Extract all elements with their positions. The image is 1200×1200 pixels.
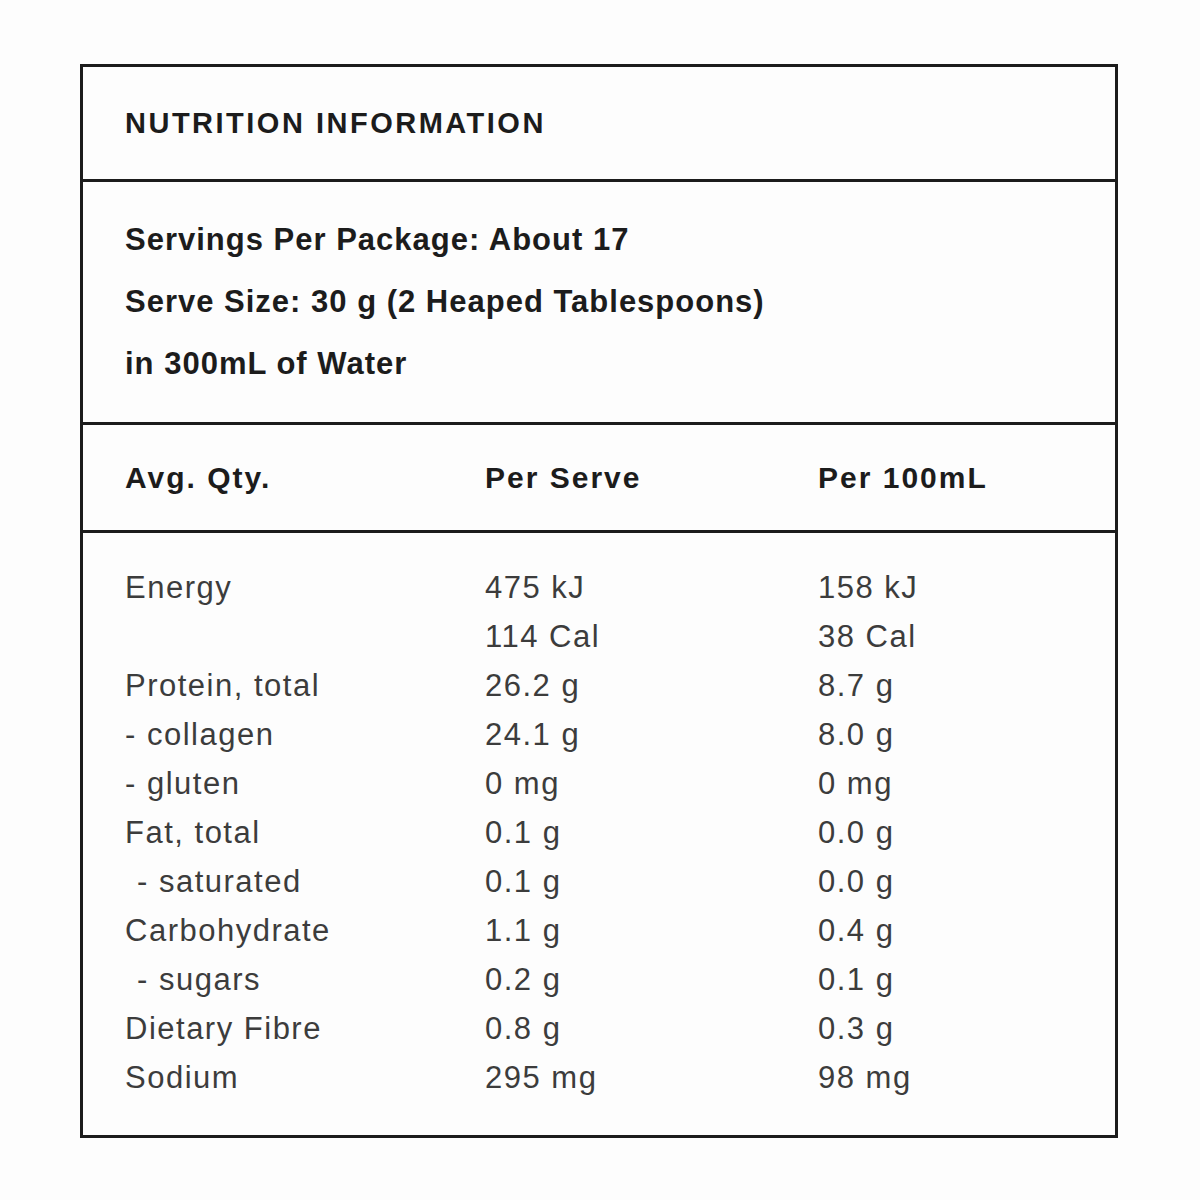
row-per-100ml-value: 0 mg bbox=[818, 766, 1115, 802]
table-header-row: Avg. Qty. Per Serve Per 100mL bbox=[83, 422, 1115, 530]
row-per-serve-value: 0.1 g bbox=[485, 864, 818, 900]
table-row: - gluten 0 mg 0 mg bbox=[83, 759, 1115, 808]
row-label: Carbohydrate bbox=[125, 913, 485, 949]
row-per-100ml-value: 158 kJ bbox=[818, 570, 1115, 606]
row-label: - collagen bbox=[125, 717, 485, 753]
row-label: - gluten bbox=[125, 766, 485, 802]
table-row: 114 Cal 38 Cal bbox=[83, 612, 1115, 661]
row-per-serve-value: 114 Cal bbox=[485, 619, 818, 655]
column-header-per-100ml: Per 100mL bbox=[818, 461, 1115, 495]
serve-size-water-line: in 300mL of Water bbox=[125, 333, 1115, 395]
nutrition-label: NUTRITION INFORMATION Servings Per Packa… bbox=[0, 0, 1200, 1200]
row-per-serve-value: 1.1 g bbox=[485, 913, 818, 949]
row-per-100ml-value: 0.4 g bbox=[818, 913, 1115, 949]
row-label: Fat, total bbox=[125, 815, 485, 851]
row-label: Sodium bbox=[125, 1060, 485, 1096]
serving-info-section: Servings Per Package: About 17 Serve Siz… bbox=[83, 179, 1115, 422]
row-per-100ml-value: 98 mg bbox=[818, 1060, 1115, 1096]
serve-size-line: Serve Size: 30 g (2 Heaped Tablespoons) bbox=[125, 271, 1115, 333]
title-section: NUTRITION INFORMATION bbox=[83, 67, 1115, 179]
row-per-serve-value: 0.2 g bbox=[485, 962, 818, 998]
servings-per-package-line: Servings Per Package: About 17 bbox=[125, 209, 1115, 271]
row-per-100ml-value: 0.1 g bbox=[818, 962, 1115, 998]
table-row: Energy 475 kJ 158 kJ bbox=[83, 563, 1115, 612]
row-per-serve-value: 0.1 g bbox=[485, 815, 818, 851]
table-row: Dietary Fibre 0.8 g 0.3 g bbox=[83, 1004, 1115, 1053]
nutrition-panel: NUTRITION INFORMATION Servings Per Packa… bbox=[80, 64, 1118, 1138]
row-per-serve-value: 24.1 g bbox=[485, 717, 818, 753]
row-per-serve-value: 0 mg bbox=[485, 766, 818, 802]
row-per-100ml-value: 8.0 g bbox=[818, 717, 1115, 753]
row-per-serve-value: 295 mg bbox=[485, 1060, 818, 1096]
table-row: Fat, total 0.1 g 0.0 g bbox=[83, 808, 1115, 857]
row-per-100ml-value: 8.7 g bbox=[818, 668, 1115, 704]
column-header-per-serve: Per Serve bbox=[485, 461, 818, 495]
panel-title: NUTRITION INFORMATION bbox=[125, 107, 546, 140]
table-row: - saturated 0.1 g 0.0 g bbox=[83, 857, 1115, 906]
table-row: Carbohydrate 1.1 g 0.4 g bbox=[83, 906, 1115, 955]
row-label: Protein, total bbox=[125, 668, 485, 704]
row-per-100ml-value: 0.0 g bbox=[818, 815, 1115, 851]
row-per-serve-value: 26.2 g bbox=[485, 668, 818, 704]
row-per-100ml-value: 0.3 g bbox=[818, 1011, 1115, 1047]
row-label: Dietary Fibre bbox=[125, 1011, 485, 1047]
table-row: Protein, total 26.2 g 8.7 g bbox=[83, 661, 1115, 710]
column-header-avg-qty: Avg. Qty. bbox=[125, 461, 485, 495]
row-label: Energy bbox=[125, 570, 485, 606]
row-label: - sugars bbox=[125, 962, 485, 998]
row-per-100ml-value: 38 Cal bbox=[818, 619, 1115, 655]
table-row: - sugars 0.2 g 0.1 g bbox=[83, 955, 1115, 1004]
table-row: - collagen 24.1 g 8.0 g bbox=[83, 710, 1115, 759]
table-row: Sodium 295 mg 98 mg bbox=[83, 1053, 1115, 1102]
row-per-100ml-value: 0.0 g bbox=[818, 864, 1115, 900]
row-label: - saturated bbox=[125, 864, 485, 900]
row-per-serve-value: 475 kJ bbox=[485, 570, 818, 606]
table-body: Energy 475 kJ 158 kJ 114 Cal 38 Cal Prot… bbox=[83, 530, 1115, 1135]
row-per-serve-value: 0.8 g bbox=[485, 1011, 818, 1047]
